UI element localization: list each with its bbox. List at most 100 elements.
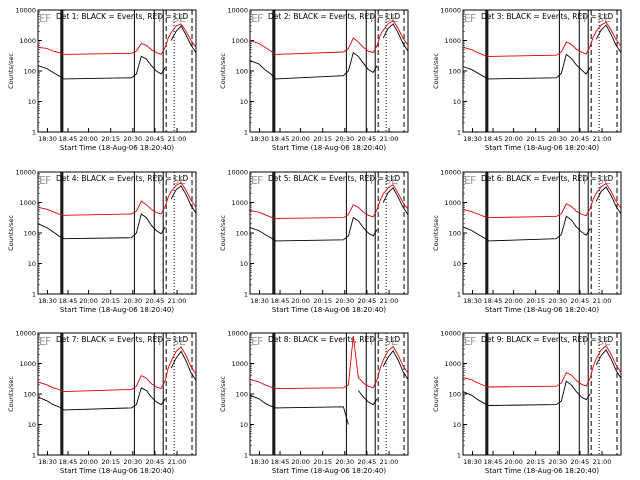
y-tick-label: 1000 — [231, 360, 248, 368]
y-tick-label: 10000 — [440, 169, 461, 177]
y-tick-label: 100 — [24, 230, 36, 238]
x-tick-label: 20:30 — [548, 135, 567, 143]
y-tick-label: 1 — [457, 129, 461, 137]
detector-panel-8: Det 8: BLACK = Events, RED = LLD 1 10 100 10… — [219, 330, 409, 475]
x-tick-label: 20:45 — [146, 297, 165, 305]
y-tick-label: 1 — [457, 291, 461, 299]
region-marker: E — [251, 12, 258, 25]
series-line-events — [462, 380, 591, 406]
x-axis-label: Start Time (18-Aug-06 18:20:40) — [485, 467, 599, 475]
region-marker: T — [580, 174, 588, 187]
region-marker: T — [580, 12, 588, 25]
y-axis-label: Counts/sec — [432, 53, 440, 89]
x-axis-label: Start Time (18-Aug-06 18:20:40) — [485, 144, 599, 152]
y-tick-label: 1 — [32, 129, 36, 137]
series-line-events — [382, 23, 409, 52]
region-marker: T — [155, 335, 163, 348]
series-line-lld — [462, 182, 622, 219]
region-marker: SE — [384, 335, 398, 348]
x-tick-label: 20:15 — [526, 297, 545, 305]
y-tick-label: 1 — [244, 129, 248, 137]
x-axis-label: Start Time (18-Aug-06 18:20:40) — [272, 144, 386, 152]
region-marker: F — [45, 335, 51, 348]
x-tick-label: 20:00 — [79, 135, 98, 143]
x-tick-label: 20:30 — [123, 297, 142, 305]
x-tick-label: 18:30 — [38, 458, 57, 466]
region-marker: SE — [597, 335, 611, 348]
y-tick-label: 100 — [449, 68, 461, 76]
detector-panel-7: Det 7: BLACK = Events, RED = LLD 1 10 100 10… — [7, 330, 197, 475]
y-tick-label: 10000 — [440, 330, 461, 338]
y-tick-label: 10 — [453, 98, 461, 106]
y-tick-label: 1000 — [19, 360, 36, 368]
x-tick-label: 21:00 — [380, 135, 399, 143]
x-tick-label: 21:00 — [593, 135, 612, 143]
x-tick-label: 18:30 — [38, 135, 57, 143]
series-line-events — [170, 185, 197, 214]
y-axis-label: Counts/sec — [219, 53, 227, 89]
x-tick-label: 18:45 — [484, 297, 503, 305]
y-tick-label: 100 — [236, 391, 248, 399]
x-tick-label: 20:30 — [335, 297, 354, 305]
x-tick-label: 20:15 — [101, 458, 120, 466]
region-marker: E — [39, 174, 46, 187]
y-tick-label: 10 — [240, 260, 248, 268]
series-line-lld — [249, 184, 409, 219]
x-tick-label: 18:30 — [250, 458, 269, 466]
x-tick-label: 20:15 — [101, 297, 120, 305]
series-line-events — [249, 394, 349, 425]
region-marker: F — [45, 12, 51, 25]
x-tick-label: 20:45 — [571, 458, 590, 466]
y-tick-label: 100 — [449, 230, 461, 238]
panel-title: Det 7: BLACK = Events, RED = LLD — [56, 335, 188, 344]
y-tick-label: 10000 — [227, 7, 248, 15]
x-tick-label: 20:30 — [335, 458, 354, 466]
detector-panel-6: Det 6: BLACK = Events, RED = LLD 1 10 100 10… — [432, 169, 622, 314]
y-tick-label: 1000 — [231, 37, 248, 45]
y-tick-label: 1 — [457, 452, 461, 460]
detector-panel-3: Det 3: BLACK = Events, RED = LLD 1 10 100 10… — [432, 7, 622, 152]
x-tick-label: 20:15 — [313, 297, 332, 305]
panel-title: Det 9: BLACK = Events, RED = LLD — [481, 335, 613, 344]
series-line-events — [595, 186, 622, 215]
y-tick-label: 10000 — [227, 169, 248, 177]
y-axis-label: Counts/sec — [432, 215, 440, 251]
series-line-lld — [37, 23, 197, 55]
series-line-events — [382, 349, 409, 380]
region-marker: T — [367, 335, 375, 348]
y-tick-label: 1 — [32, 452, 36, 460]
y-tick-label: 100 — [236, 68, 248, 76]
x-tick-label: 20:30 — [548, 297, 567, 305]
x-tick-label: 21:00 — [168, 458, 187, 466]
x-tick-label: 20:30 — [335, 135, 354, 143]
region-marker: F — [45, 174, 51, 187]
x-tick-label: 20:00 — [291, 458, 310, 466]
region-marker: SE — [172, 12, 186, 25]
region-marker: T — [580, 335, 588, 348]
y-tick-label: 10000 — [440, 7, 461, 15]
x-tick-label: 20:30 — [123, 458, 142, 466]
series-line-events — [37, 387, 166, 411]
y-tick-label: 10000 — [15, 169, 36, 177]
x-tick-label: 20:15 — [101, 135, 120, 143]
x-tick-label: 21:00 — [593, 297, 612, 305]
y-tick-label: 1000 — [19, 37, 36, 45]
x-tick-label: 20:45 — [146, 458, 165, 466]
x-tick-label: 18:45 — [271, 458, 290, 466]
region-marker: E — [251, 174, 258, 187]
y-tick-label: 10 — [453, 260, 461, 268]
series-line-events — [249, 51, 378, 80]
x-tick-label: 18:30 — [463, 135, 482, 143]
x-tick-label: 18:30 — [38, 297, 57, 305]
x-axis-label: Start Time (18-Aug-06 18:20:40) — [60, 306, 174, 314]
x-tick-label: 20:00 — [291, 135, 310, 143]
region-marker: SE — [384, 174, 398, 187]
y-tick-label: 1 — [32, 291, 36, 299]
y-axis-label: Counts/sec — [7, 215, 15, 251]
region-marker: E — [464, 335, 471, 348]
y-axis-label: Counts/sec — [219, 376, 227, 412]
x-tick-label: 20:00 — [504, 458, 523, 466]
x-tick-label: 21:00 — [168, 297, 187, 305]
series-line-lld — [249, 335, 409, 390]
